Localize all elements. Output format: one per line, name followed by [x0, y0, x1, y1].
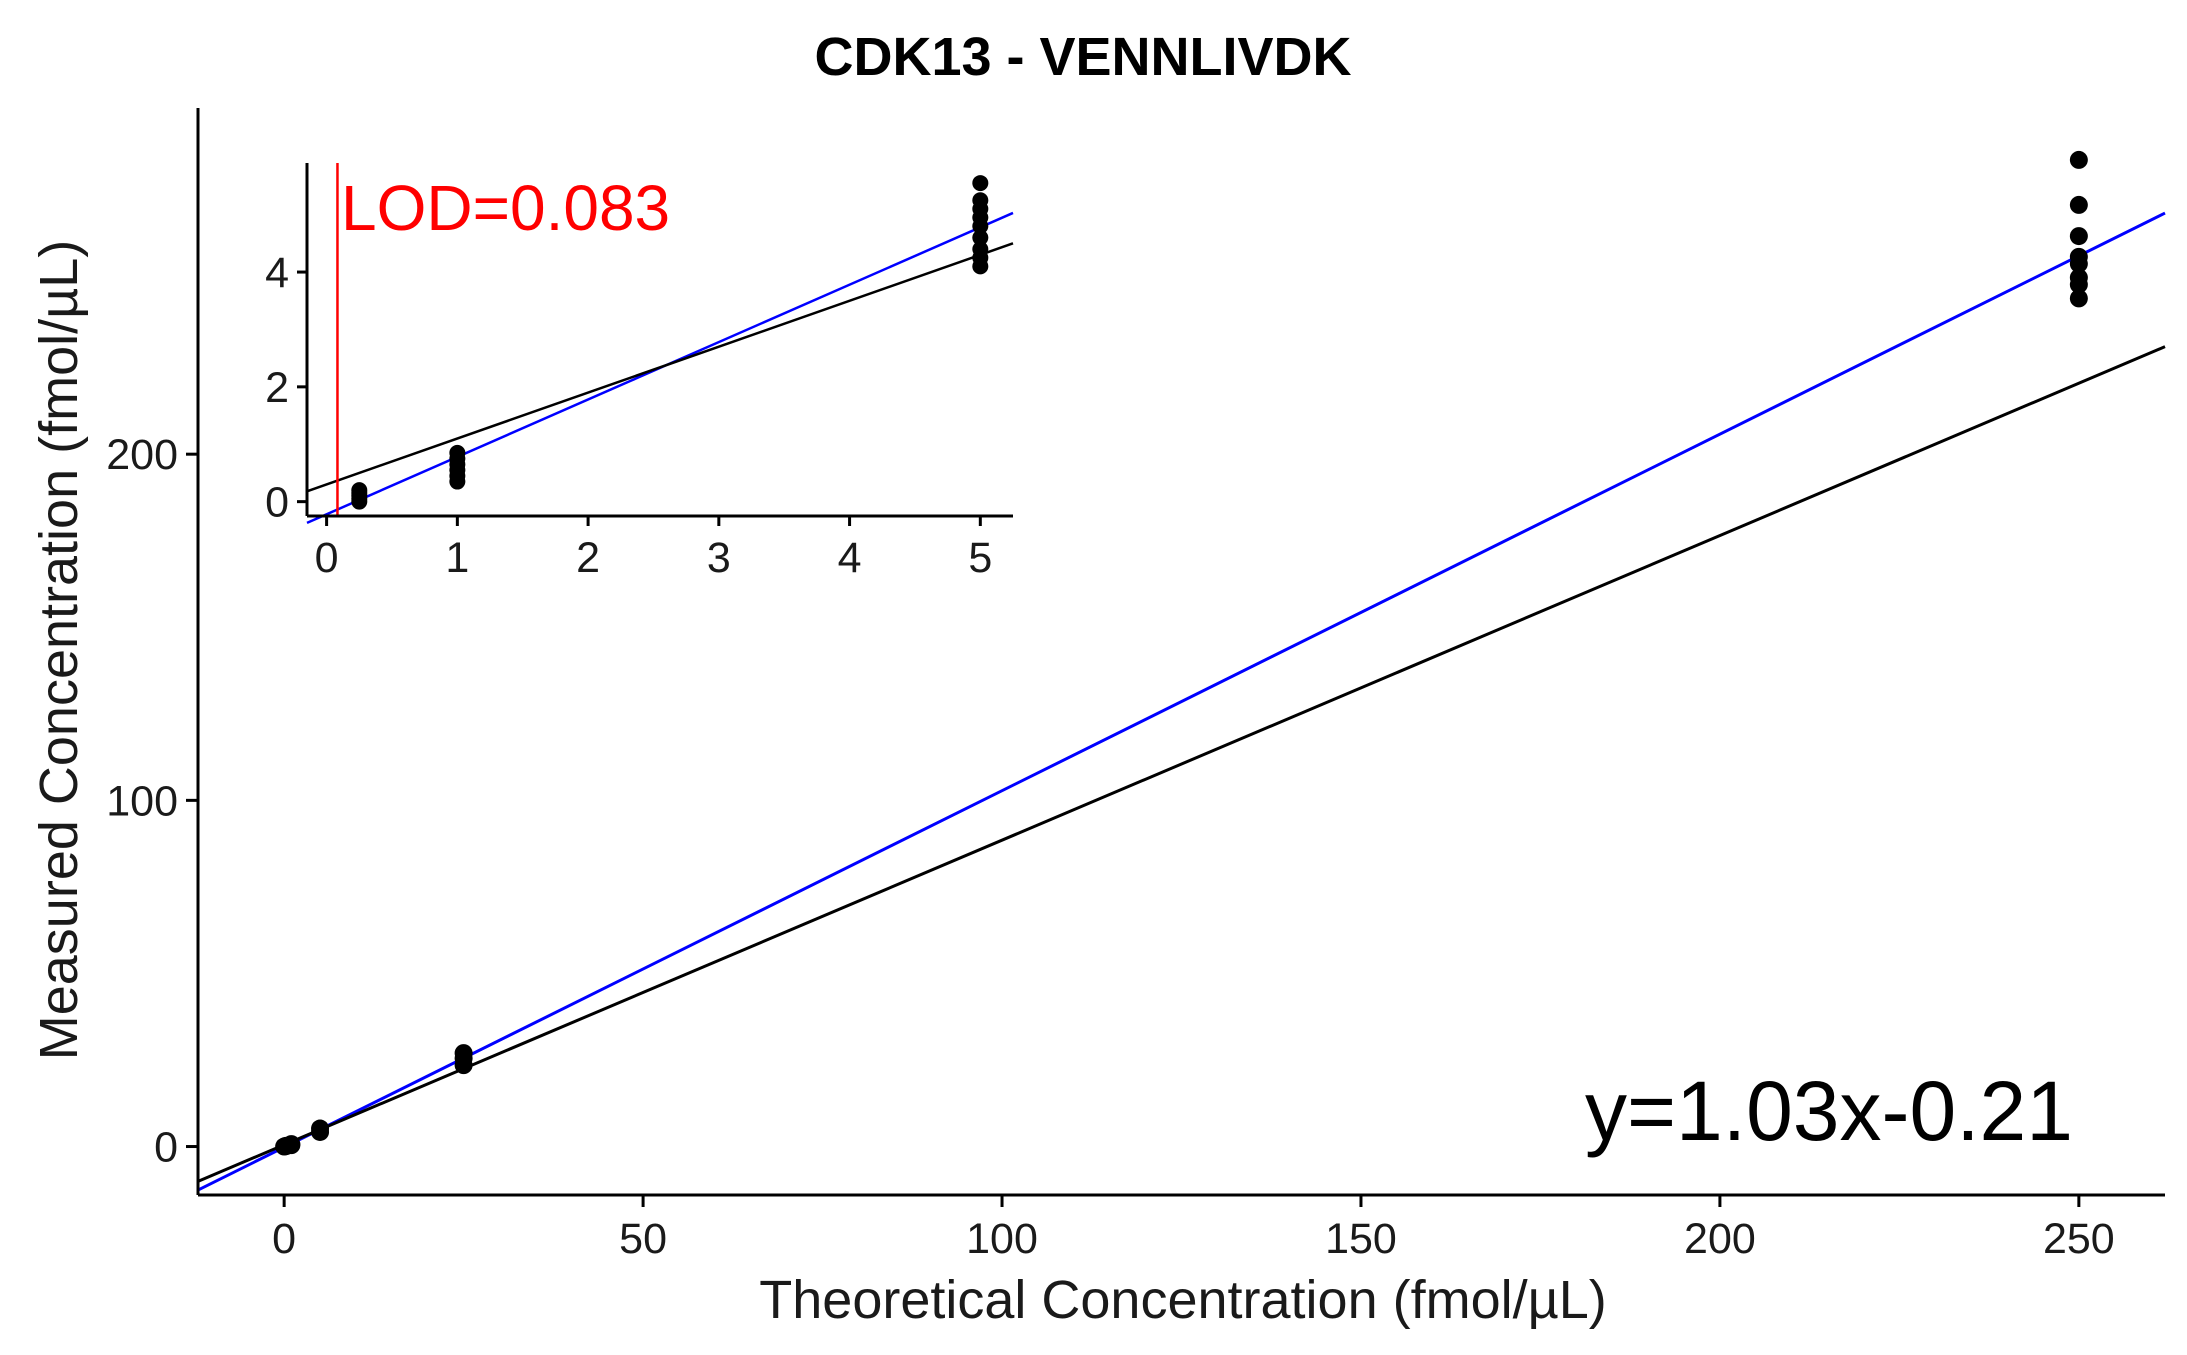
inset-plot-area: 0 1 2 3 4 5 0 2 4 LOD=0.083 [265, 163, 1014, 582]
main-data-point [2069, 247, 2088, 266]
inset-y-tick-label: 0 [265, 479, 289, 527]
main-data-point [2069, 268, 2088, 287]
inset-y-tick-label: 2 [265, 364, 289, 412]
main-data-point [311, 1119, 330, 1138]
main-data-point [2069, 289, 2088, 308]
inset-data-point [972, 175, 989, 192]
main-data-point [2069, 150, 2088, 169]
main-regression-line-0 [197, 211, 2166, 1192]
main-data-point [282, 1135, 301, 1154]
main-x-tick-label: 0 [272, 1215, 296, 1263]
inset-data-point [351, 482, 368, 499]
y-axis-title: Measured Concentration (fmol/µL) [29, 240, 89, 1060]
main-data-point [2069, 195, 2088, 214]
inset-data-point [972, 229, 989, 246]
main-x-tick-label: 50 [619, 1215, 667, 1263]
main-y-tick-label: 0 [154, 1124, 178, 1172]
inset-x-tick-label: 0 [315, 534, 339, 582]
main-data-point [2069, 227, 2088, 246]
x-axis-title: Theoretical Concentration (fmol/µL) [759, 1270, 1606, 1330]
inset-x-tick-label: 4 [838, 534, 862, 582]
main-x-tick-label: 100 [966, 1215, 1038, 1263]
regression-equation: y=1.03x-0.21 [1585, 1064, 2073, 1158]
inset-regression-line-1 [306, 242, 1014, 493]
main-y-tick-label: 100 [106, 777, 178, 825]
main-x-tick-label: 150 [1325, 1215, 1397, 1263]
inset-y-tick-label: 4 [265, 249, 289, 297]
main-regression-line-1 [197, 345, 2166, 1183]
inset-data-point [449, 444, 466, 461]
lod-label: LOD=0.083 [341, 172, 670, 244]
inset-x-tick-label: 5 [968, 534, 992, 582]
main-x-tick-label: 200 [1684, 1215, 1756, 1263]
main-x-tick-label: 250 [2043, 1215, 2115, 1263]
inset-data-point [972, 241, 989, 258]
chart-title: CDK13 - VENNLIVDK [814, 27, 1351, 87]
main-data-point [454, 1044, 473, 1063]
main-y-tick-label: 200 [106, 431, 178, 479]
inset-data-point [972, 192, 989, 209]
inset-x-tick-label: 2 [576, 534, 600, 582]
inset-x-tick-label: 3 [707, 534, 731, 582]
inset-x-tick-label: 1 [445, 534, 469, 582]
